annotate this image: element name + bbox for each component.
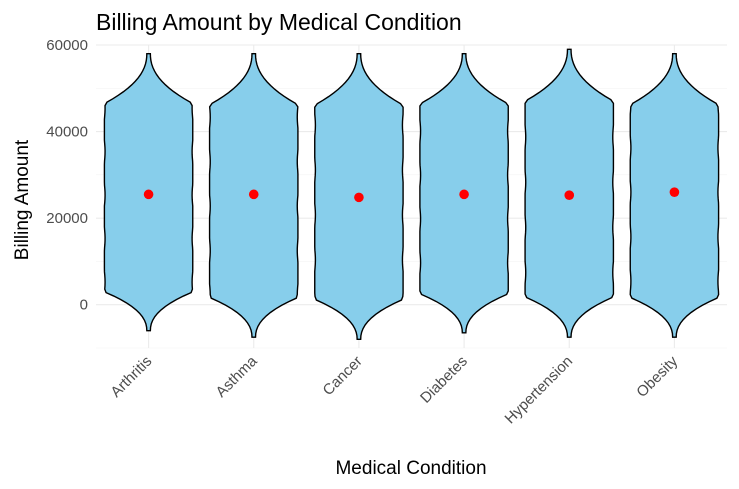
x-tick-label-obesity: Obesity [633,352,681,400]
x-tick-label-cancer: Cancer [320,353,366,399]
mean-points [143,187,680,203]
y-axis-ticks: 0 20000 40000 60000 [46,37,88,314]
x-axis-title: Medical Condition [335,458,486,479]
x-tick-label-diabetes: Diabetes [417,353,471,407]
mean-point-diabetes [459,189,469,200]
y-tick-label: 0 [80,297,88,314]
y-axis-title: Billing Amount [12,139,33,260]
mean-point-hypertension [564,190,575,201]
y-tick-label: 20000 [46,210,88,227]
mean-point-asthma [248,189,259,200]
y-tick-label: 40000 [46,124,88,141]
y-tick-label: 60000 [46,37,88,54]
mean-point-obesity [669,187,680,197]
x-axis-ticks: Arthritis Asthma Cancer Diabetes Hypertensio… [107,352,681,427]
mean-point-arthritis [143,189,154,200]
x-tick-label-asthma: Asthma [213,352,261,400]
mean-point-cancer [354,192,364,203]
x-tick-label-arthritis: Arthritis [107,353,155,401]
violins [103,48,720,341]
x-tick-label-hypertension: Hypertension [502,353,577,428]
chart-title: Billing Amount by Medical Condition [96,9,462,35]
